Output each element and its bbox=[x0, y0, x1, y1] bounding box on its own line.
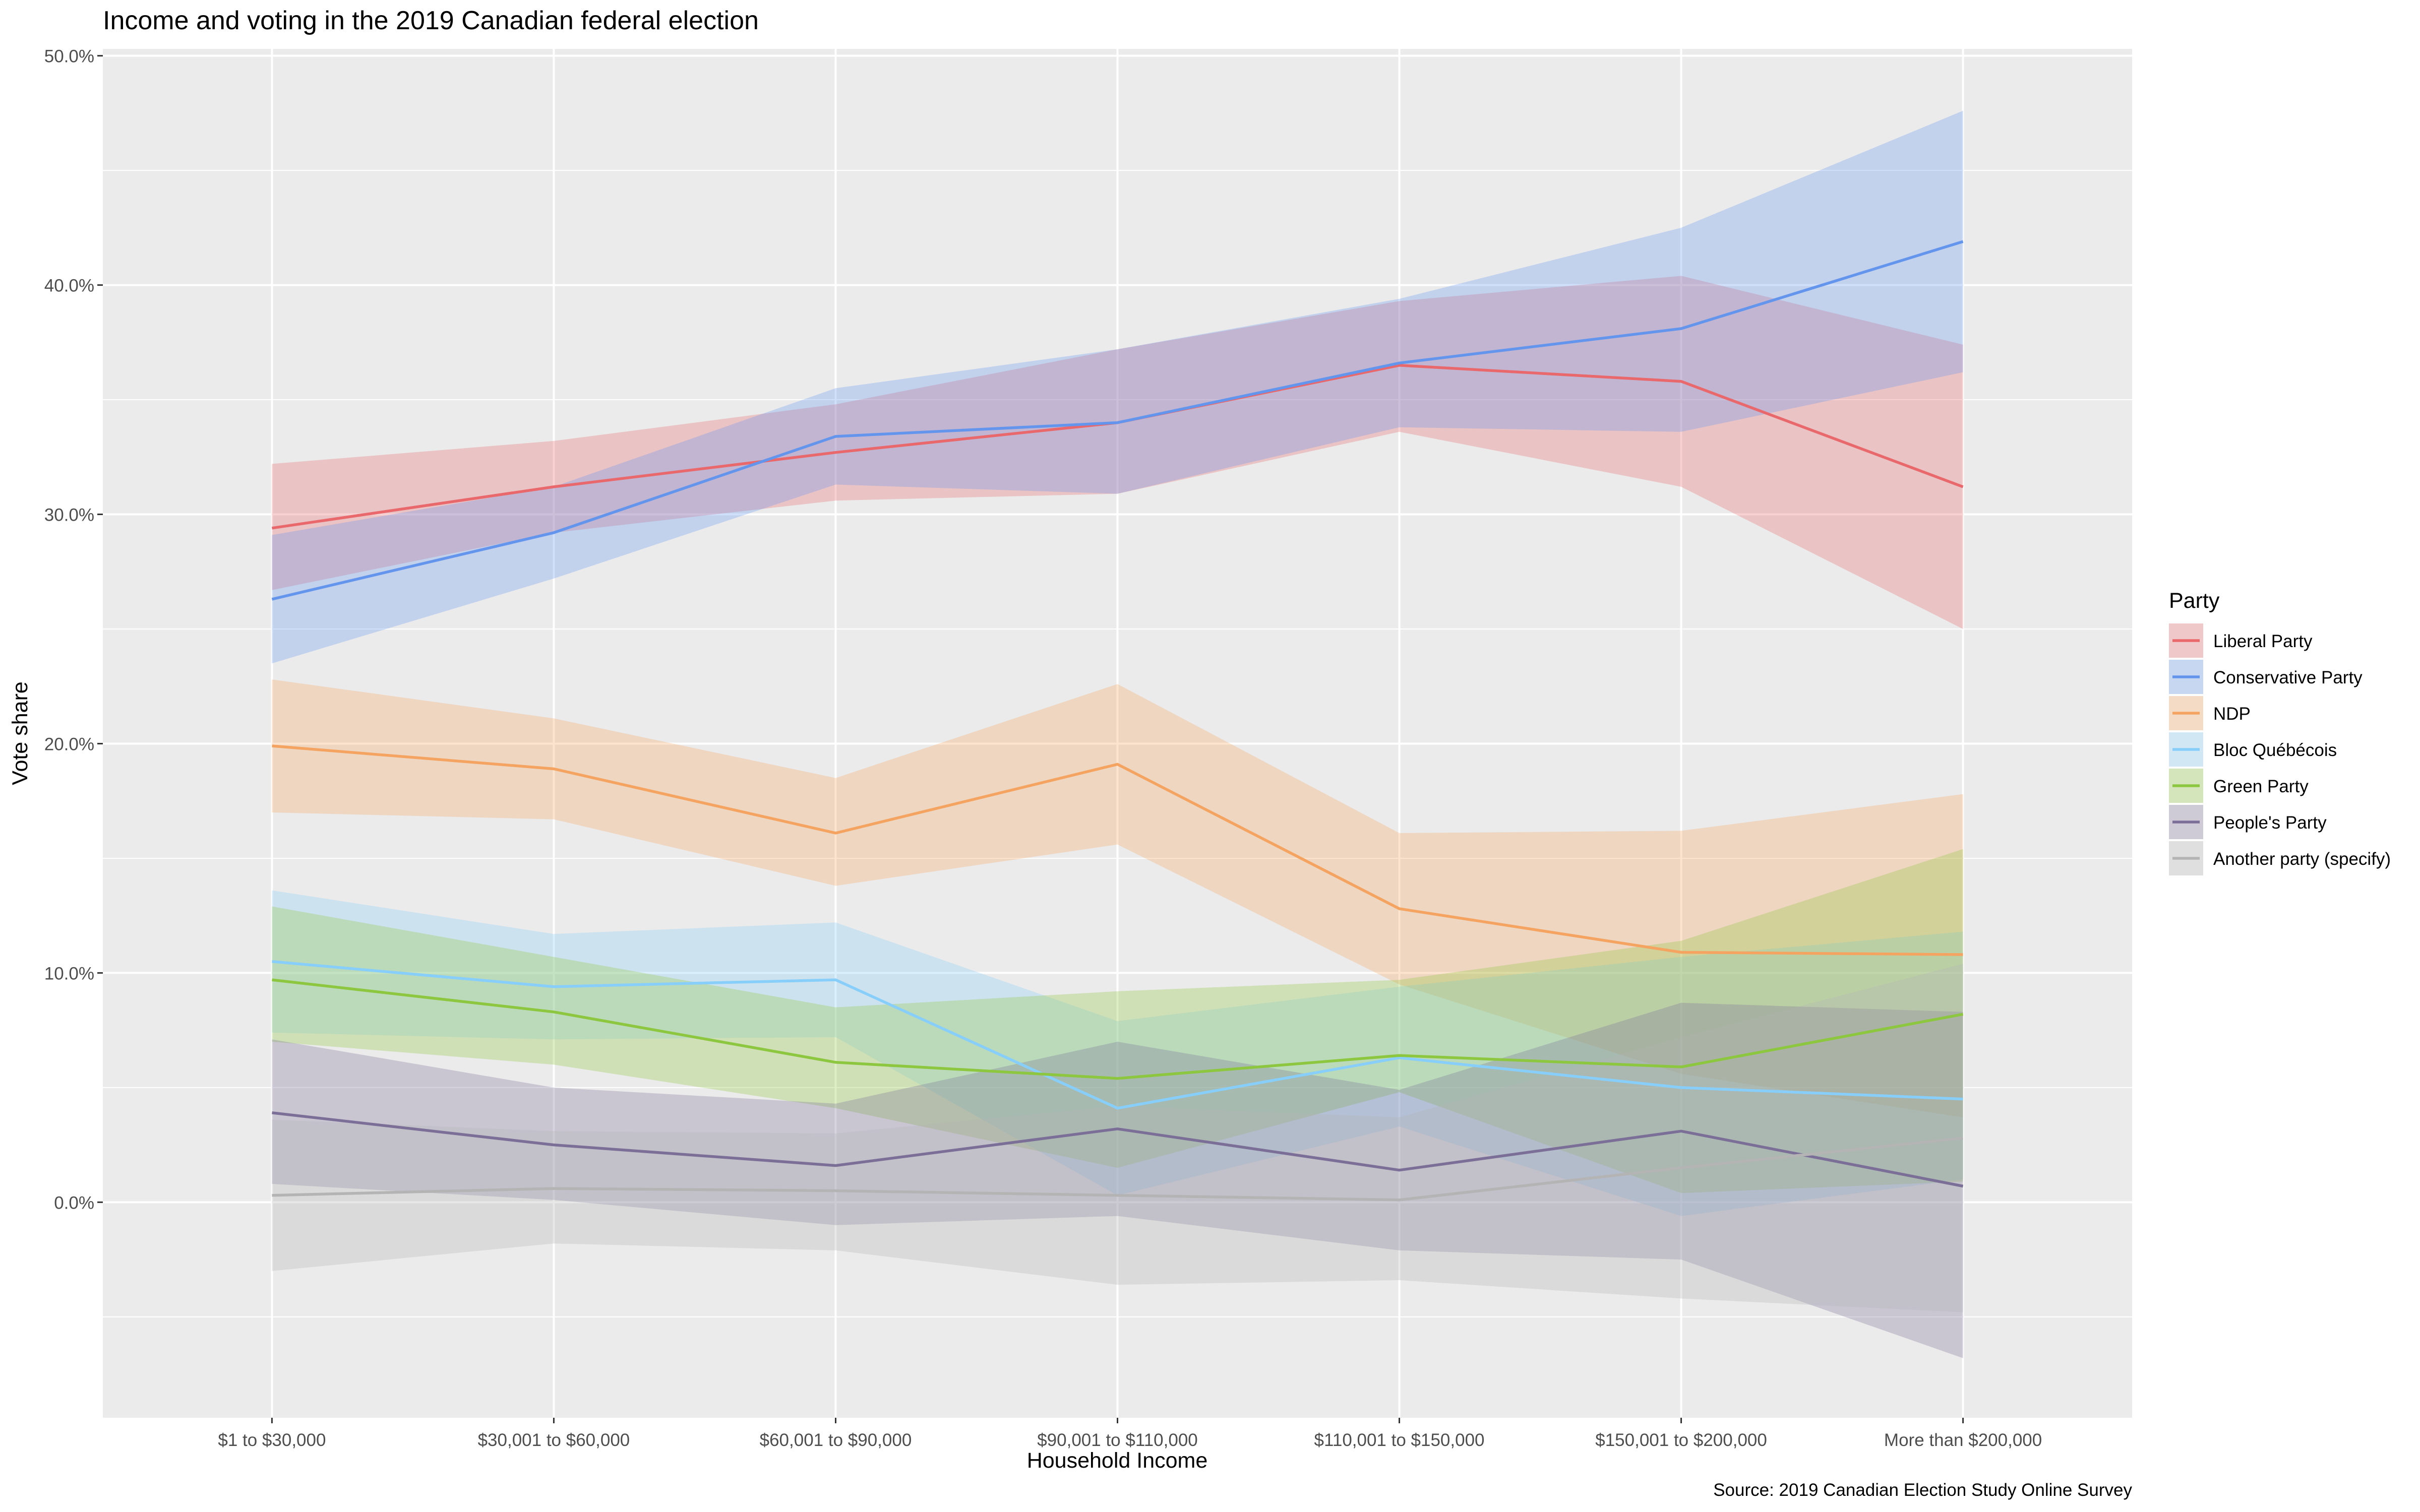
y-tick-label: 30.0% bbox=[44, 506, 94, 525]
series-lines bbox=[271, 240, 1964, 1202]
legend-label: Another party (specify) bbox=[2213, 849, 2391, 869]
ribbon bbox=[272, 964, 1963, 1312]
x-tick-label: $90,001 to $110,000 bbox=[1037, 1430, 1198, 1450]
x-tick-label: $60,001 to $90,000 bbox=[760, 1430, 912, 1450]
chart-caption: Source: 2019 Canadian Election Study Onl… bbox=[1713, 1480, 2132, 1500]
grid-major bbox=[103, 49, 2132, 1418]
y-tick-label: 50.0% bbox=[44, 47, 94, 67]
x-tick-label: $110,001 to $150,000 bbox=[1314, 1430, 1485, 1450]
y-axis: 0.0% 10.0% 20.0% 30.0% 40.0% 50.0% bbox=[44, 47, 103, 1213]
ribbon bbox=[272, 890, 1963, 1216]
series-line bbox=[272, 1137, 1963, 1202]
ribbon bbox=[272, 679, 1963, 1117]
confidence-ribbons bbox=[272, 110, 1963, 1358]
legend-label: NDP bbox=[2213, 704, 2251, 724]
x-tick-label: $1 to $30,000 bbox=[218, 1430, 326, 1450]
ribbon bbox=[272, 1002, 1963, 1358]
y-tick-label: 40.0% bbox=[44, 276, 94, 296]
ribbon bbox=[272, 276, 1963, 629]
chart-title: Income and voting in the 2019 Canadian f… bbox=[103, 6, 759, 35]
legend-label: Green Party bbox=[2213, 777, 2309, 796]
series-line bbox=[272, 1111, 1964, 1188]
legend-label: Bloc Québécois bbox=[2213, 740, 2337, 760]
legend: Party Liberal Party Conservative Party NDP… bbox=[2169, 589, 2391, 875]
legend-title: Party bbox=[2169, 589, 2220, 613]
ribbon bbox=[272, 110, 1963, 664]
y-axis-title: Vote share bbox=[8, 681, 32, 785]
ribbon bbox=[272, 849, 1963, 1193]
x-tick-label: More than $200,000 bbox=[1884, 1430, 2042, 1450]
series-line bbox=[271, 240, 1964, 601]
x-tick-label: $150,001 to $200,000 bbox=[1595, 1430, 1767, 1450]
series-line bbox=[272, 960, 1963, 1110]
series-line bbox=[272, 744, 1963, 956]
legend-label: Conservative Party bbox=[2213, 668, 2363, 687]
legend-label: People's Party bbox=[2213, 813, 2327, 833]
x-axis-title: Household Income bbox=[1027, 1448, 1208, 1473]
y-tick-label: 10.0% bbox=[44, 964, 94, 983]
y-tick-label: 0.0% bbox=[54, 1193, 94, 1213]
legend-label: Liberal Party bbox=[2213, 632, 2313, 651]
x-tick-label: $30,001 to $60,000 bbox=[478, 1430, 630, 1450]
x-axis: $1 to $30,000 $30,001 to $60,000 $60,001 t… bbox=[218, 1418, 2042, 1450]
y-tick-label: 20.0% bbox=[44, 734, 94, 754]
series-line bbox=[272, 978, 1964, 1080]
